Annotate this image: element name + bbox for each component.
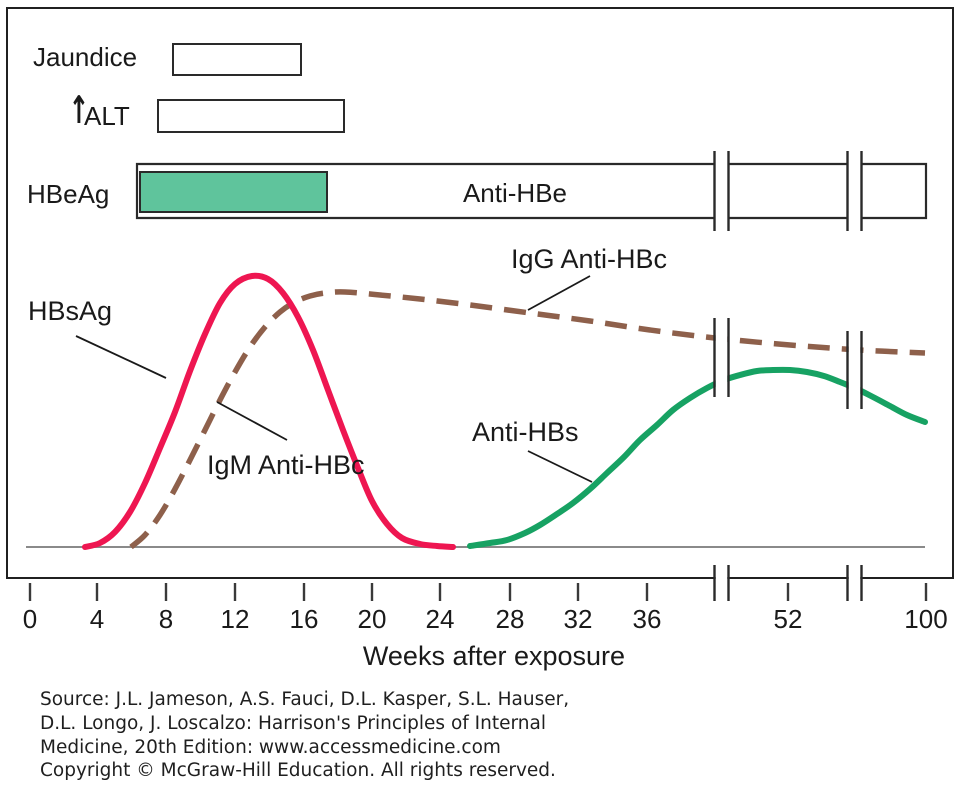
x-tick-label: 4 <box>89 604 105 634</box>
x-tick-label: 52 <box>773 604 803 634</box>
x-tick-label: 8 <box>158 604 174 634</box>
source-line: Copyright © McGraw-Hill Education. All r… <box>40 760 556 782</box>
x-tick-label: 32 <box>563 604 593 634</box>
jaundice-label: Jaundice <box>33 42 138 72</box>
alt-bar <box>157 99 345 133</box>
hbeag-fill-bar <box>139 171 328 213</box>
x-axis-title: Weeks after exposure <box>362 641 626 671</box>
source-line: Source: J.L. Jameson, A.S. Fauci, D.L. K… <box>40 689 570 710</box>
x-tick-label: 12 <box>220 604 250 634</box>
igg-anti-hbc-label: IgG Anti-HBc <box>511 244 668 274</box>
break-gap <box>848 331 861 409</box>
breaks-group <box>713 151 863 601</box>
source-attribution: Source: J.L. Jameson, A.S. Fauci, D.L. K… <box>40 688 569 783</box>
x-tick-label: 36 <box>632 604 662 634</box>
x-tick-label: 20 <box>357 604 387 634</box>
anti-hbe-label: Anti-HBe <box>462 178 568 208</box>
hbsag-pointer-line <box>75 335 167 379</box>
break-gap <box>715 565 728 601</box>
x-tick-label: 24 <box>425 604 455 634</box>
hbsag-curve <box>82 272 456 550</box>
up-arrow-icon: ↑ <box>68 88 90 132</box>
anti-hbs-pointer-line <box>527 450 593 483</box>
source-line: Medicine, 20th Edition: www.accessmedici… <box>40 736 501 758</box>
x-tick-label: 28 <box>495 604 525 634</box>
ticks-group <box>28 583 928 601</box>
anti-hbe-bar <box>135 162 928 220</box>
curves-group <box>82 272 928 550</box>
anti-hbs-label: Anti-HBs <box>472 417 579 447</box>
x-tick-label: 0 <box>22 604 38 634</box>
break-gap <box>848 565 861 601</box>
source-line: D.L. Longo, J. Loscalzo: Harrison's Prin… <box>40 712 546 734</box>
anti-hbc-curve <box>129 289 926 550</box>
hbeag-label: HBeAg <box>27 179 110 209</box>
x-tick-label: 100 <box>904 604 948 634</box>
break-gap <box>715 318 728 397</box>
igm-anti-hbc-label: IgM Anti-HBc <box>207 450 365 480</box>
hbsag-label: HBsAg <box>28 296 113 326</box>
break-gap <box>848 151 861 231</box>
x-tick-label: 16 <box>289 604 319 634</box>
jaundice-bar <box>172 43 302 76</box>
igg-anti-hbc-pointer-line <box>527 275 591 311</box>
break-gap <box>715 151 728 231</box>
igm-anti-hbc-pointer-line <box>216 401 288 441</box>
alt-label: ALT <box>84 101 130 131</box>
x-tick-labels: 0 4 8 12 16 20 24 28 32 36 52 100 <box>0 604 964 638</box>
